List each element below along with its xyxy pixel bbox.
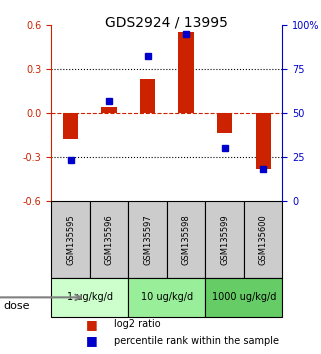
- Text: GDS2924 / 13995: GDS2924 / 13995: [106, 16, 228, 30]
- FancyBboxPatch shape: [128, 278, 205, 316]
- Text: 1 ug/kg/d: 1 ug/kg/d: [67, 292, 113, 302]
- Text: ■: ■: [86, 335, 98, 347]
- Text: GSM135599: GSM135599: [220, 214, 229, 265]
- FancyBboxPatch shape: [205, 278, 282, 316]
- Text: GSM135600: GSM135600: [259, 214, 268, 265]
- FancyBboxPatch shape: [205, 201, 244, 278]
- Bar: [217, 113, 232, 133]
- FancyBboxPatch shape: [244, 201, 282, 278]
- Text: percentile rank within the sample: percentile rank within the sample: [114, 336, 279, 346]
- Text: GSM135595: GSM135595: [66, 214, 75, 265]
- Bar: [178, 32, 194, 113]
- FancyBboxPatch shape: [167, 201, 205, 278]
- Text: GSM135598: GSM135598: [182, 214, 191, 265]
- Text: 10 ug/kg/d: 10 ug/kg/d: [141, 292, 193, 302]
- FancyBboxPatch shape: [51, 278, 128, 316]
- Bar: [63, 113, 78, 139]
- Text: log2 ratio: log2 ratio: [114, 319, 160, 329]
- Bar: [140, 79, 155, 113]
- FancyBboxPatch shape: [51, 201, 90, 278]
- Text: ■: ■: [86, 318, 98, 331]
- Bar: [256, 113, 271, 169]
- FancyBboxPatch shape: [90, 201, 128, 278]
- Text: dose: dose: [3, 301, 30, 311]
- Text: 1000 ug/kg/d: 1000 ug/kg/d: [212, 292, 276, 302]
- FancyBboxPatch shape: [128, 201, 167, 278]
- Bar: [101, 107, 117, 113]
- Text: GSM135597: GSM135597: [143, 214, 152, 265]
- Text: GSM135596: GSM135596: [105, 214, 114, 265]
